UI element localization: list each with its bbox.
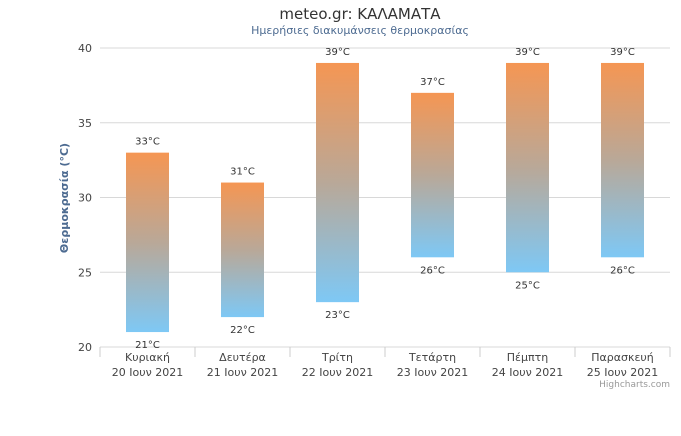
low-data-label: 23°C [325, 310, 350, 321]
high-data-label: 39°C [610, 47, 635, 58]
high-data-label: 37°C [420, 77, 445, 88]
range-bar[interactable] [506, 62, 549, 273]
x-tick-label-date: 20 Ιουν 2021 [112, 366, 183, 379]
low-data-label: 25°C [515, 280, 540, 291]
y-axis-ticks: 20 25 30 35 40 [78, 42, 92, 354]
y-tick-label: 20 [78, 341, 92, 354]
high-data-label: 31°C [230, 167, 255, 178]
bar-series: 33°C 21°C 31°C 22°C 39°C 23°C 37°C 26°C 39°C 25°C… [126, 47, 644, 351]
x-axis-ticks: Κυριακή 20 Ιουν 2021 Δευτέρα 21 Ιουν 2021 Τρ… [99, 347, 671, 379]
range-bar[interactable] [601, 62, 644, 258]
range-bar[interactable] [411, 92, 454, 258]
x-tick-label-date: 24 Ιουν 2021 [492, 366, 563, 379]
low-data-label: 21°C [135, 340, 160, 351]
x-tick-label-day: Δευτέρα [219, 351, 266, 364]
x-tick-label-date: 22 Ιουν 2021 [302, 366, 373, 379]
low-data-label: 22°C [230, 325, 255, 336]
x-tick-label-day: Τρίτη [321, 351, 353, 364]
high-data-label: 33°C [135, 137, 160, 148]
range-bar[interactable] [126, 152, 169, 333]
y-tick-label: 35 [78, 117, 92, 130]
x-tick-label-day: Κυριακή [125, 351, 170, 364]
low-data-label: 26°C [420, 265, 445, 276]
high-data-label: 39°C [515, 47, 540, 58]
x-tick-label-day: Τετάρτη [408, 351, 456, 364]
x-tick-label-date: 25 Ιουν 2021 [587, 366, 658, 379]
x-tick-label-day: Παρασκευή [591, 351, 654, 364]
x-tick-label-day: Πέμπτη [507, 351, 548, 364]
grid-lines [100, 47, 670, 348]
y-tick-label: 40 [78, 42, 92, 55]
x-tick-label-date: 23 Ιουν 2021 [397, 366, 468, 379]
high-data-label: 39°C [325, 47, 350, 58]
chart-subtitle: Ημερήσιες διακυμάνσεις θερμοκρασίας [251, 24, 469, 37]
y-tick-label: 30 [78, 192, 92, 205]
x-tick-label-date: 21 Ιουν 2021 [207, 366, 278, 379]
range-bar[interactable] [316, 62, 359, 303]
range-bar[interactable] [221, 182, 264, 318]
credits-link[interactable]: Highcharts.com [599, 380, 670, 390]
chart-title: meteo.gr: ΚΑΛΑΜΑΤΑ [279, 5, 441, 23]
y-tick-label: 25 [78, 266, 92, 279]
y-axis-label: Θερμοκρασία (°C) [58, 143, 71, 253]
low-data-label: 26°C [610, 265, 635, 276]
